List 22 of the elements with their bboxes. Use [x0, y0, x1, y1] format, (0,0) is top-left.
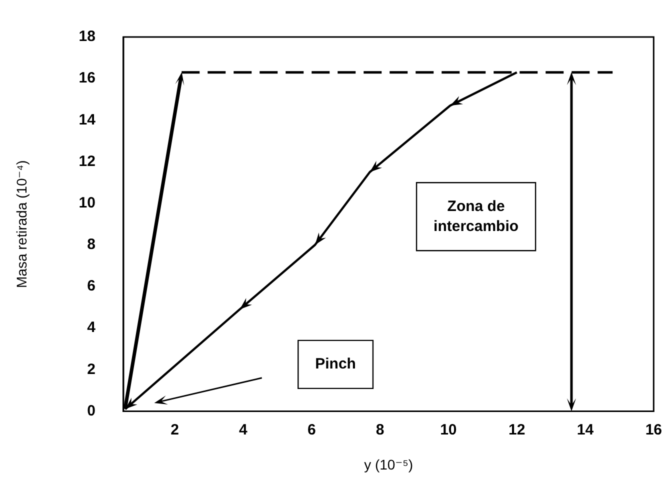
y-tick-label: 18	[78, 28, 96, 46]
y-axis-title: Masa retirada (10⁻⁴)	[13, 160, 30, 288]
x-axis-title: y (10⁻⁵)	[364, 456, 414, 472]
y-tick-label: 2	[87, 360, 96, 378]
x-tick-label: 8	[376, 421, 384, 438]
x-tick-label: 12	[508, 421, 526, 438]
y-tick-label: 10	[78, 194, 96, 212]
x-tick-label: 4	[239, 421, 248, 438]
y-tick-label: 12	[78, 152, 96, 170]
x-tick-label: 14	[576, 421, 594, 438]
x-tick-label: 6	[307, 421, 316, 438]
y-tick-label: 4	[87, 319, 96, 336]
y-tick-label: 16	[78, 70, 96, 87]
annotation: Pinch	[315, 356, 356, 373]
y-tick-label: 14	[78, 111, 96, 128]
x-tick-label: 16	[645, 421, 662, 438]
x-tick-label: 2	[170, 421, 179, 438]
x-tick-label: 10	[440, 421, 457, 438]
y-tick-label: 8	[87, 236, 96, 254]
y-tick-label: 0	[87, 402, 96, 420]
annotation: Zona de intercambio	[434, 198, 519, 235]
y-tick-label: 6	[87, 278, 96, 295]
